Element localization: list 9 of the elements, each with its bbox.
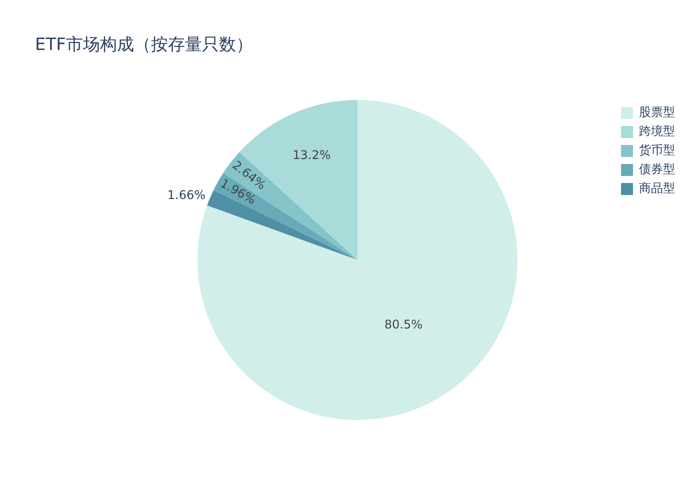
data-label: 1.66% [167, 188, 206, 202]
data-label: 13.2% [292, 148, 331, 162]
legend-label: 跨境型 [639, 124, 675, 138]
legend-label: 商品型 [639, 181, 675, 196]
legend-label: 债券型 [639, 162, 675, 176]
data-label: 80.5% [384, 318, 422, 332]
chart-title: ETF市场构成（按存量只数） [35, 34, 253, 56]
legend-label: 货币型 [639, 143, 675, 158]
legend-label: 股票型 [639, 105, 675, 120]
